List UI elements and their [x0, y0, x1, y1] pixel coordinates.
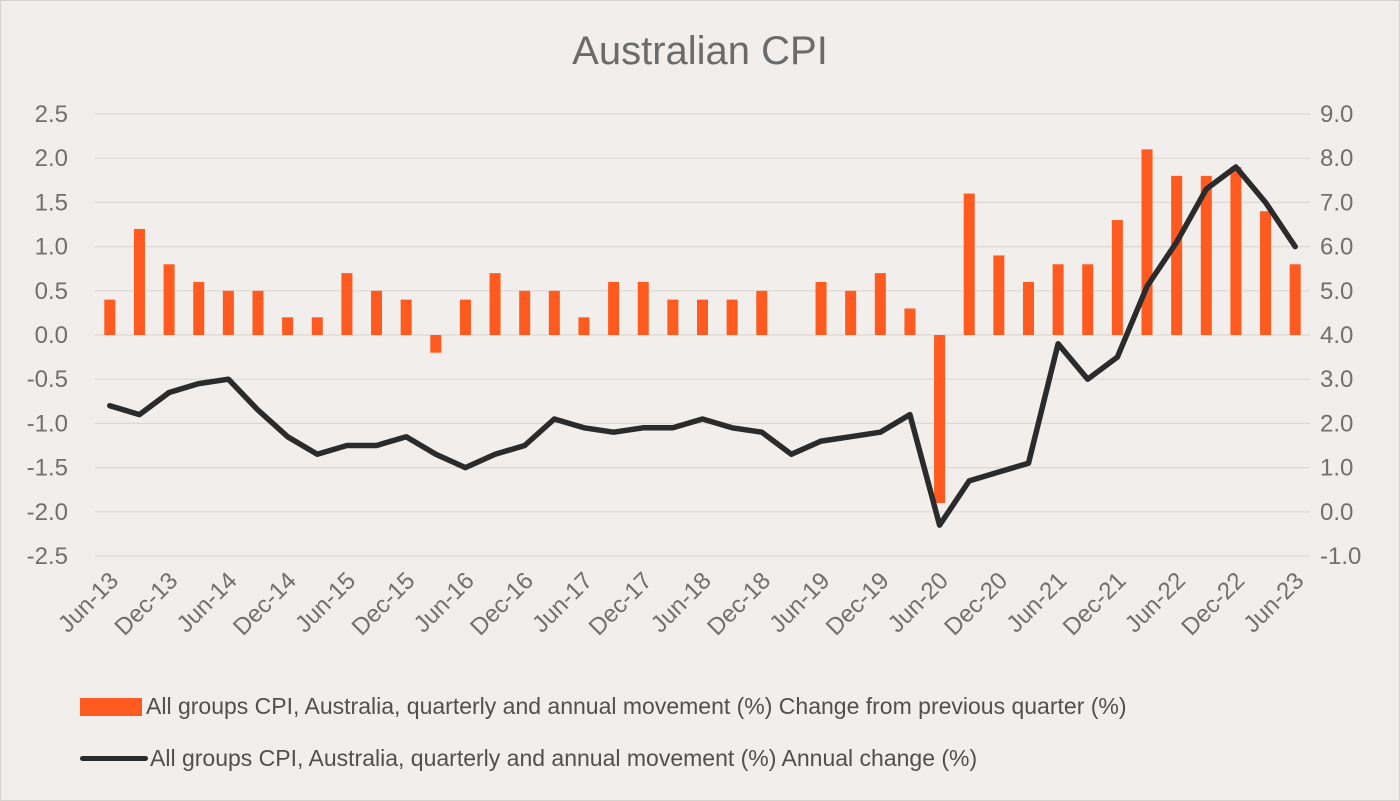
bar-mark — [1082, 264, 1094, 335]
x-tick-label: Jun-19 — [764, 567, 835, 638]
bar-mark — [1052, 264, 1064, 335]
bar-mark — [1171, 175, 1183, 335]
x-tick-label: Dec-22 — [1176, 567, 1250, 641]
bar-mark — [578, 317, 590, 335]
bar-mark — [104, 299, 116, 335]
bar-mark — [874, 273, 886, 335]
x-tick-label: Dec-19 — [821, 567, 895, 641]
bar-mark — [311, 317, 323, 335]
legend-label-quarterly: All groups CPI, Australia, quarterly and… — [146, 693, 1127, 719]
bar-mark — [282, 317, 294, 335]
bar-mark — [815, 281, 827, 335]
bar-mark — [1200, 175, 1212, 335]
y-left-tick-label: 2.0 — [35, 145, 68, 172]
x-tick-label: Jun-13 — [53, 567, 124, 638]
bar-mark — [756, 290, 768, 335]
x-tick-label: Jun-18 — [646, 567, 717, 638]
bar-mark — [371, 290, 383, 335]
x-tick-label: Jun-20 — [883, 567, 954, 638]
y-right-tick-label: 2.0 — [1320, 410, 1353, 437]
y-left-tick-label: -0.5 — [27, 366, 68, 393]
legend-swatch-bar — [80, 697, 142, 716]
bar-mark — [904, 308, 916, 335]
y-right-tick-label: 0.0 — [1320, 499, 1353, 526]
y-left-tick-label: 0.0 — [35, 322, 68, 349]
y-left-tick-label: 1.0 — [35, 234, 68, 261]
bar-mark — [963, 193, 975, 335]
bar-mark — [1111, 220, 1123, 335]
bar-mark — [252, 290, 264, 335]
y-right-tick-label: -1.0 — [1320, 543, 1361, 570]
y-right-tick-label: 3.0 — [1320, 366, 1353, 393]
bar-mark — [845, 290, 857, 335]
bar-mark — [193, 281, 205, 335]
x-tick-label: Jun-16 — [409, 567, 480, 638]
bar-mark — [430, 335, 442, 353]
left-axis: 2.5 2.0 1.5 1.0 0.5 0.0 -0.5 -1.0 -1.5 -2.0 -2.5 — [27, 101, 68, 570]
y-left-tick-label: -2.5 — [27, 543, 68, 570]
y-left-tick-label: -2.0 — [27, 499, 68, 526]
bar-mark — [1022, 281, 1034, 335]
bar-series — [104, 149, 1301, 503]
x-tick-label: Dec-15 — [347, 567, 421, 641]
y-left-tick-label: 0.5 — [35, 278, 68, 305]
line-series — [107, 164, 1298, 528]
bar-mark — [697, 299, 708, 335]
gridlines — [95, 113, 1310, 557]
bar-mark — [489, 273, 501, 335]
x-tick-label: Jun-14 — [172, 567, 243, 638]
x-tick-label: Dec-14 — [228, 567, 302, 641]
x-tick-label: Dec-21 — [1058, 567, 1132, 641]
legend-item-annual: All groups CPI, Australia, quarterly and… — [80, 745, 977, 772]
legend-label-annual: All groups CPI, Australia, quarterly and… — [150, 745, 978, 771]
y-right-tick-label: 7.0 — [1320, 189, 1353, 216]
y-left-tick-label: 2.5 — [35, 101, 68, 128]
chart-title: Australian CPI — [572, 29, 828, 73]
x-tick-label: Dec-16 — [465, 567, 539, 641]
bar-mark — [400, 299, 412, 335]
bar-mark — [608, 281, 620, 335]
y-right-tick-label: 1.0 — [1320, 455, 1353, 482]
x-tick-label: Jun-22 — [1120, 567, 1191, 638]
x-tick-label: Dec-13 — [110, 567, 184, 641]
bar-mark — [519, 290, 531, 335]
x-tick-label: Dec-18 — [702, 567, 776, 641]
legend-item-quarterly: All groups CPI, Australia, quarterly and… — [80, 693, 1127, 720]
bar-mark — [1260, 211, 1272, 335]
y-right-tick-label: 5.0 — [1320, 278, 1353, 305]
bar-mark — [1289, 264, 1301, 335]
x-tick-label: Jun-23 — [1238, 567, 1309, 638]
bar-mark — [726, 299, 738, 335]
y-right-tick-label: 4.0 — [1320, 322, 1353, 349]
x-tick-label: Jun-17 — [527, 567, 598, 638]
bar-mark — [133, 228, 145, 335]
x-axis: Jun-13Dec-13Jun-14Dec-14Jun-15Dec-15Jun-… — [53, 567, 1309, 641]
bar-mark — [667, 299, 679, 335]
bar-mark — [341, 273, 353, 335]
bar-mark — [548, 290, 560, 335]
bar-mark — [1230, 167, 1242, 335]
x-tick-label: Jun-21 — [1001, 567, 1072, 638]
bar-mark — [222, 290, 234, 335]
y-left-tick-label: 1.5 — [35, 189, 68, 216]
right-axis: 9.0 8.0 7.0 6.0 5.0 4.0 3.0 2.0 1.0 0.0 -1.0 — [1320, 101, 1361, 570]
bar-mark — [637, 281, 649, 335]
y-left-tick-label: -1.5 — [27, 455, 68, 482]
legend-swatch-line — [80, 756, 148, 761]
bar-mark — [993, 255, 1005, 335]
x-tick-label: Dec-17 — [584, 567, 658, 641]
bar-mark — [1141, 149, 1153, 335]
bar-mark — [459, 299, 471, 335]
y-left-tick-label: -1.0 — [27, 410, 68, 437]
bar-mark — [934, 335, 946, 503]
x-tick-label: Dec-20 — [939, 567, 1013, 641]
y-right-tick-label: 9.0 — [1320, 101, 1353, 128]
y-right-tick-label: 6.0 — [1320, 234, 1353, 261]
x-tick-label: Jun-15 — [290, 567, 361, 638]
bar-mark — [163, 264, 175, 335]
y-right-tick-label: 8.0 — [1320, 145, 1353, 172]
